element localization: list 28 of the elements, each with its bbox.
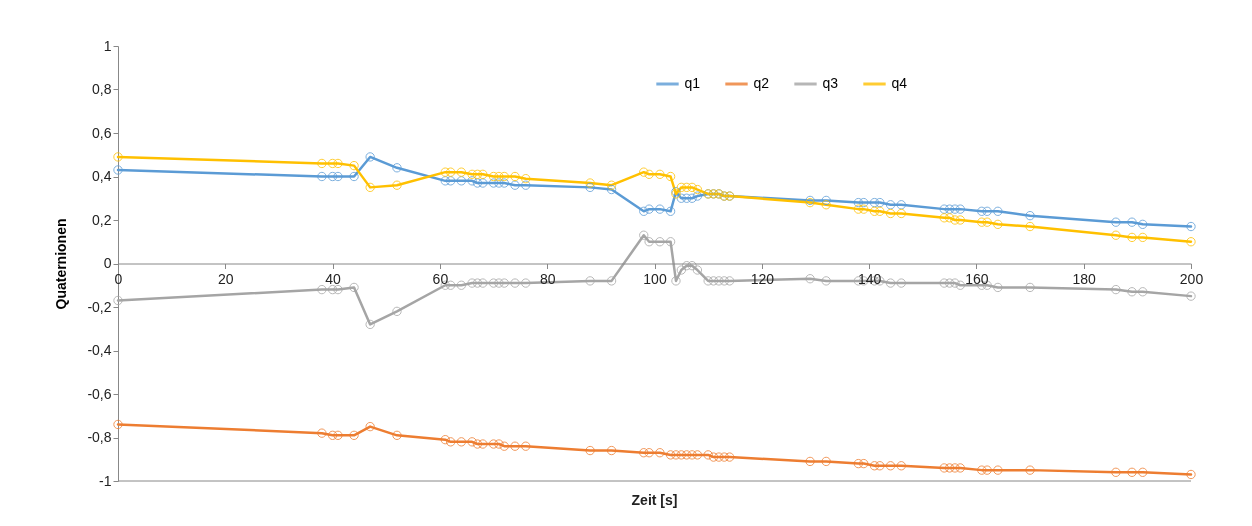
y-tick-label: 0,2 — [92, 211, 112, 228]
y-tick-label: -0,2 — [87, 298, 112, 315]
x-tick-label: 180 — [1072, 271, 1097, 287]
legend-label: q2 — [753, 75, 770, 91]
y-tick-label: 0 — [103, 255, 112, 271]
x-tick-label: 100 — [643, 271, 667, 287]
y-tick-label: -1 — [99, 472, 112, 489]
x-axis-title: Zeit [s] — [631, 492, 678, 508]
x-tick-label: 200 — [1179, 271, 1204, 287]
x-tick-label: 140 — [857, 271, 882, 287]
legend-label: q4 — [891, 75, 908, 91]
y-axis-title: Quaternionen — [53, 218, 70, 310]
y-tick-label: 1 — [103, 37, 112, 54]
y-tick-label: 0,4 — [92, 168, 112, 184]
x-tick-label: 20 — [218, 271, 234, 287]
y-tick-label: -0,4 — [87, 342, 112, 358]
legend-label: q1 — [684, 75, 701, 91]
y-tick-label: -0,8 — [87, 429, 112, 445]
x-tick-label: 60 — [432, 271, 449, 287]
x-tick-label: 160 — [965, 271, 989, 287]
x-tick-label: 40 — [325, 271, 342, 287]
x-tick-label: 120 — [750, 271, 775, 287]
y-tick-label: 0,8 — [92, 81, 112, 97]
y-tick-label: 0,6 — [92, 124, 112, 141]
x-tick-label: 80 — [539, 271, 556, 287]
x-tick-label: 0 — [114, 271, 123, 287]
legend-label: q3 — [822, 75, 839, 91]
y-tick-label: -0,6 — [87, 385, 112, 402]
